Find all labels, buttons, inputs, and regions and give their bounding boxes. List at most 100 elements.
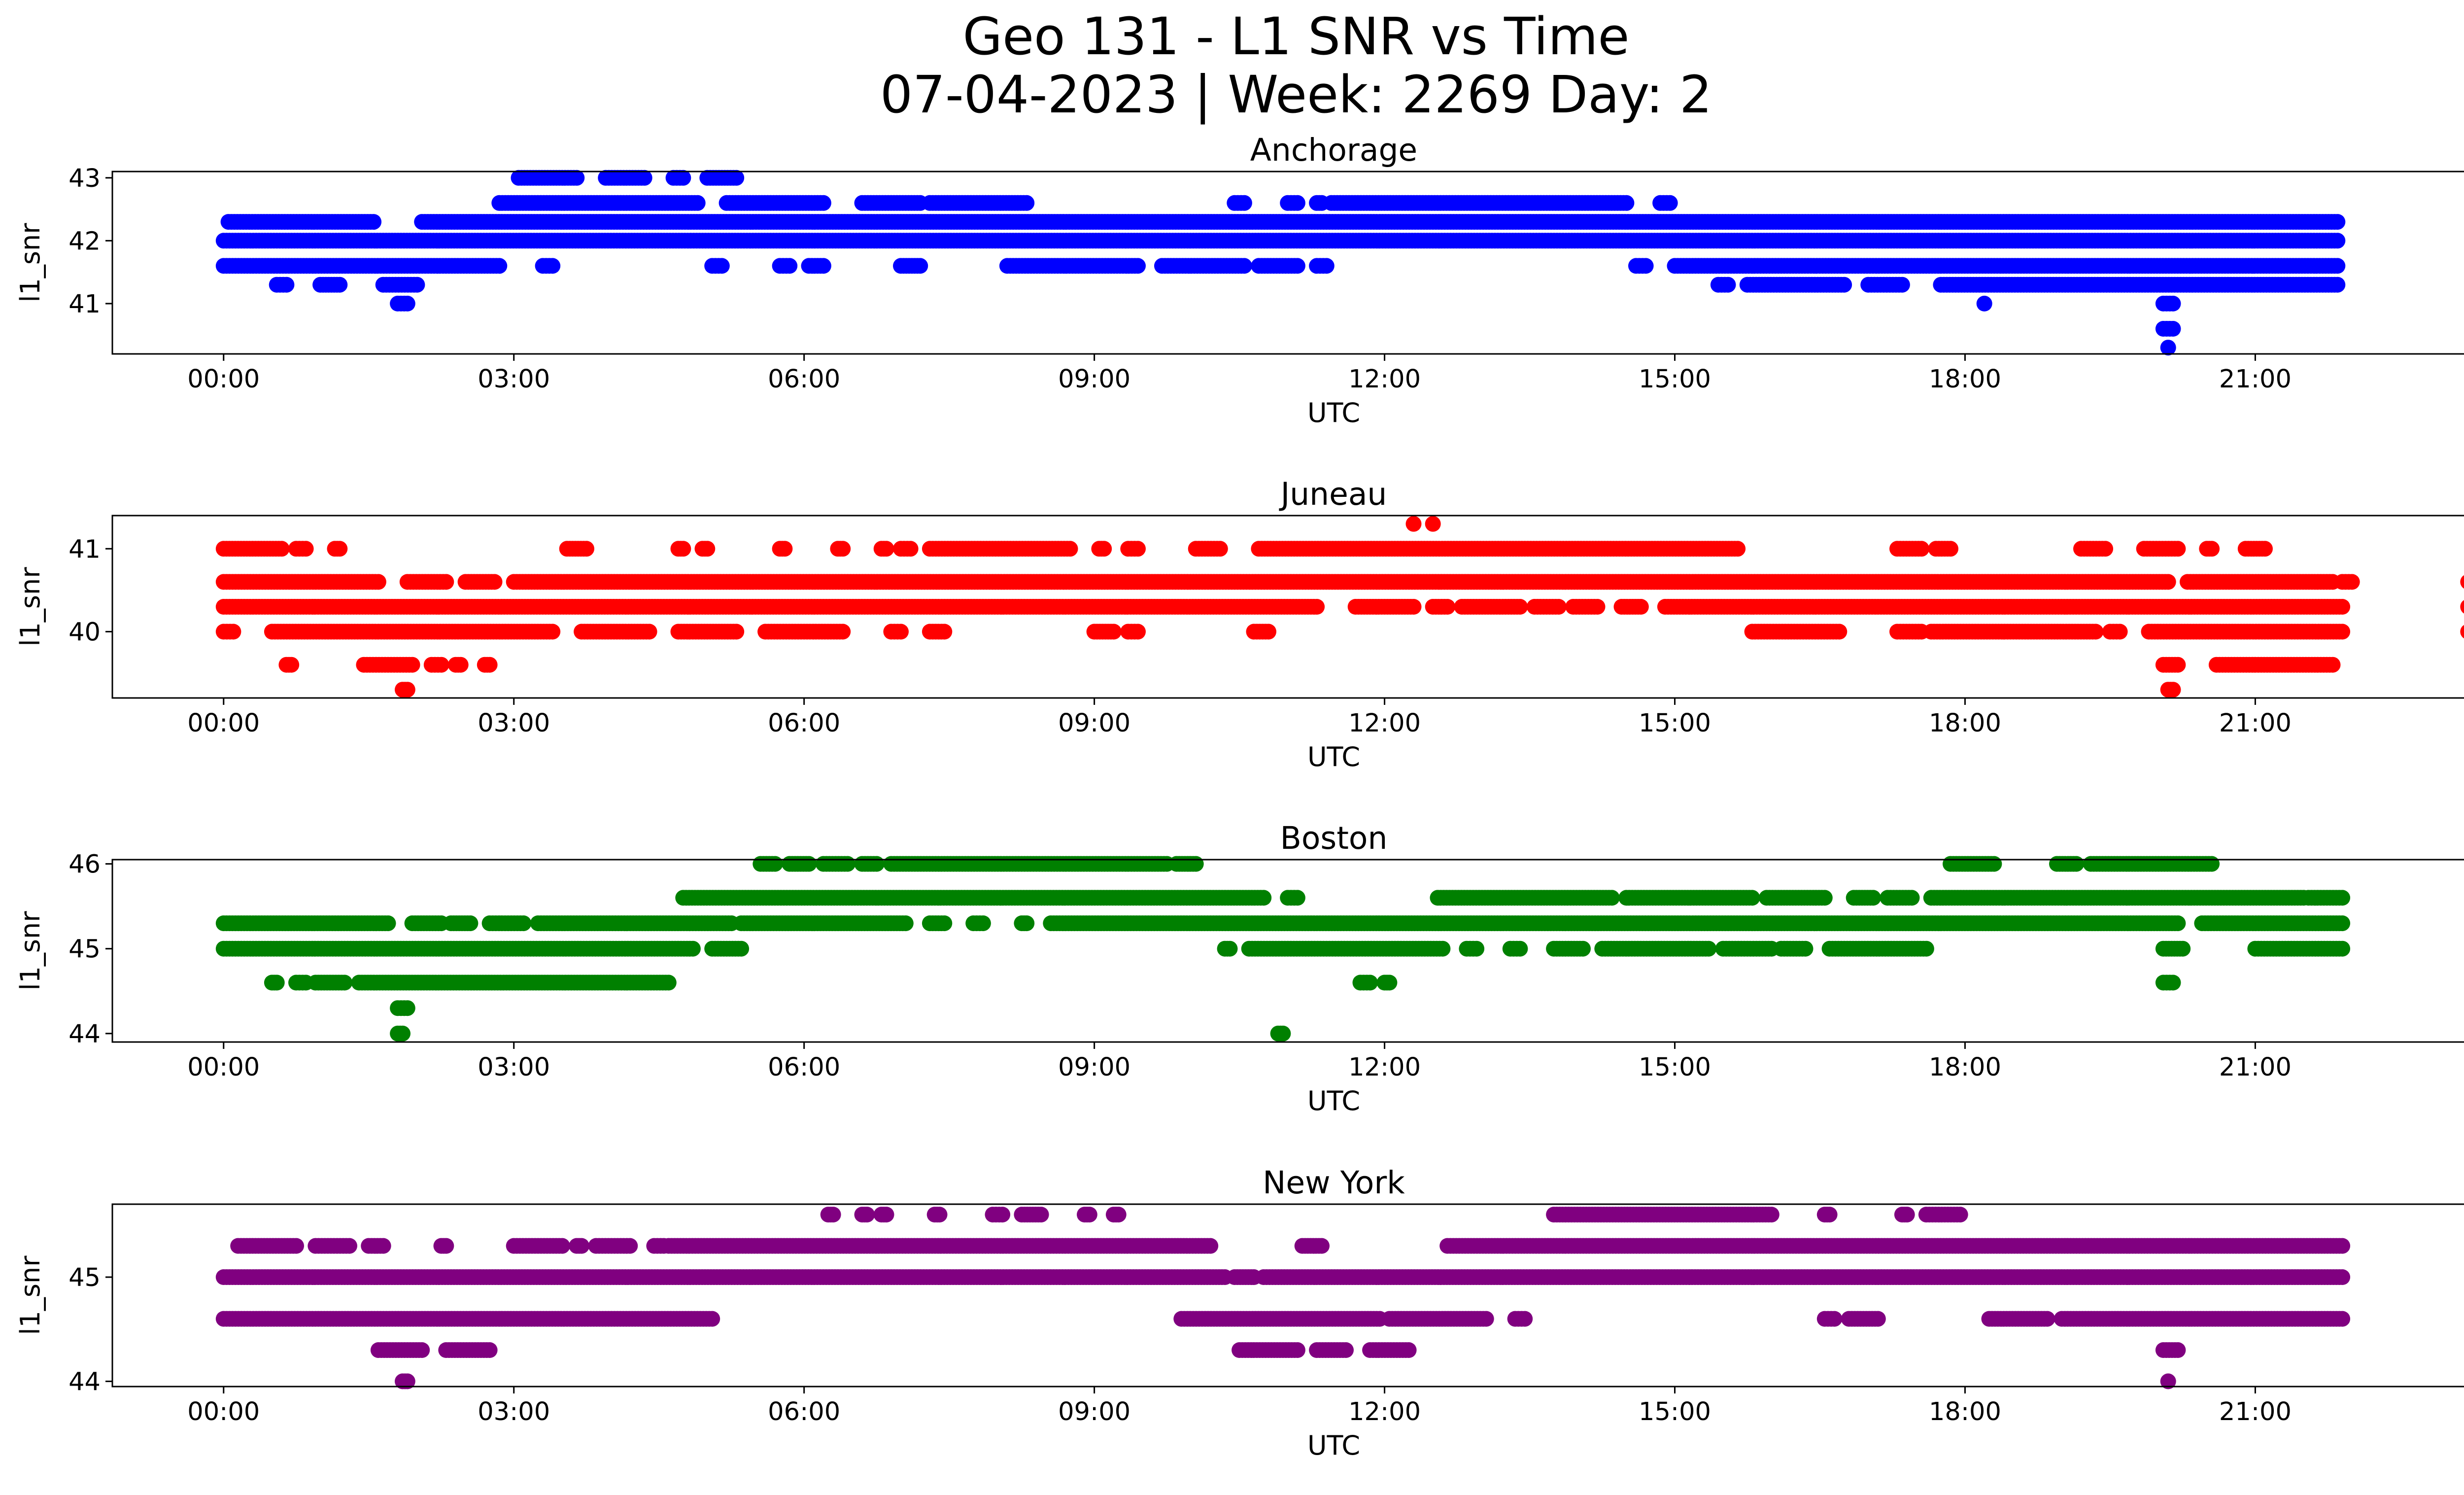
x-tick-label: 18:00 [1929, 709, 2001, 738]
x-tick-label: 06:00 [768, 365, 840, 394]
data-point [1425, 516, 1441, 532]
x-axis-label: UTC [1307, 741, 1360, 772]
data-point [405, 657, 420, 673]
data-point [332, 277, 347, 293]
data-point [728, 170, 744, 186]
subplot-title: Boston [1280, 820, 1388, 856]
data-point [1633, 599, 1649, 615]
data-point [2160, 340, 2176, 355]
data-point [2112, 624, 2128, 640]
x-tick-label: 21:00 [2219, 365, 2292, 394]
data-point [225, 624, 241, 640]
x-tick-label: 15:00 [1639, 365, 1711, 394]
data-point [400, 682, 415, 697]
x-tick-label: 21:00 [2219, 709, 2292, 738]
data-point [545, 258, 560, 274]
data-point [2204, 541, 2220, 556]
data-point [714, 258, 730, 274]
data-point [685, 941, 701, 957]
data-point [1019, 195, 1034, 211]
data-point [642, 624, 657, 640]
data-point [371, 574, 386, 590]
data-point [1662, 195, 1678, 211]
x-tick-label: 00:00 [187, 709, 260, 738]
data-point [1406, 516, 1422, 532]
data-point [1730, 541, 1745, 556]
data-point [936, 624, 952, 640]
data-point [1977, 296, 1992, 312]
data-point [1062, 541, 1078, 556]
data-point [835, 541, 851, 556]
data-point [699, 541, 715, 556]
data-point [835, 624, 851, 640]
data-point [903, 541, 919, 556]
data-point [2165, 296, 2181, 312]
data-point [487, 574, 503, 590]
data-point [777, 541, 792, 556]
y-tick-label: 41 [68, 290, 101, 319]
data-point [1309, 599, 1325, 615]
y-axis-label: l1_snr [15, 223, 46, 303]
data-point [2325, 657, 2341, 673]
data-point [1618, 195, 1634, 211]
data-point [491, 258, 507, 274]
data-point [482, 657, 498, 673]
data-point [1106, 624, 1122, 640]
data-point [1319, 258, 1335, 274]
data-point [1290, 258, 1305, 274]
data-point [1590, 599, 1606, 615]
data-point [1212, 541, 1228, 556]
data-point [409, 277, 425, 293]
x-tick-label: 03:00 [478, 365, 550, 394]
data-point [1236, 195, 1252, 211]
data-point [400, 296, 415, 312]
data-point [579, 541, 594, 556]
x-tick-label: 09:00 [1058, 709, 1130, 738]
data-point [1222, 941, 1238, 957]
data-point [332, 541, 347, 556]
data-point [893, 624, 909, 640]
data-point [1130, 541, 1146, 556]
data-point [675, 541, 691, 556]
data-point [1130, 258, 1146, 274]
figure: Geo 131 - L1 SNR vs Time 07-04-2023 | We… [0, 0, 2464, 1495]
subplot-title: Juneau [1279, 476, 1387, 512]
x-tick-label: 03:00 [478, 709, 550, 738]
data-point [1130, 624, 1146, 640]
data-point [816, 195, 831, 211]
data-point [2329, 258, 2345, 274]
data-point [2160, 574, 2176, 590]
figure-title-line2: 07-04-2023 | Week: 2269 Day: 2 [880, 65, 1712, 125]
x-axis-label: UTC [1307, 397, 1360, 428]
x-tick-label: 00:00 [187, 365, 260, 394]
figure-title-line1: Geo 131 - L1 SNR vs Time [962, 6, 1629, 67]
data-point [2257, 541, 2273, 556]
data-point [2097, 541, 2113, 556]
data-point [637, 170, 652, 186]
data-point [1406, 599, 1422, 615]
data-point [1261, 624, 1276, 640]
data-point [1638, 258, 1654, 274]
y-tick-label: 42 [68, 227, 101, 256]
data-point [2170, 541, 2186, 556]
y-tick-label: 43 [68, 164, 101, 193]
data-point [2329, 214, 2345, 230]
data-point [2170, 657, 2186, 673]
x-tick-label: 09:00 [1058, 365, 1130, 394]
data-point [1831, 624, 1847, 640]
data-point [298, 541, 314, 556]
data-point [1512, 599, 1528, 615]
data-point [1914, 541, 1929, 556]
data-point [434, 657, 449, 673]
data-point [1720, 277, 1736, 293]
data-point [1439, 599, 1455, 615]
x-tick-label: 18:00 [1929, 365, 2001, 394]
data-point [879, 541, 894, 556]
data-point [545, 624, 560, 640]
data-point [1096, 541, 1112, 556]
data-point [816, 258, 831, 274]
data-point [2165, 682, 2181, 697]
data-point [690, 195, 706, 211]
data-point [1551, 599, 1567, 615]
x-tick-label: 15:00 [1639, 709, 1711, 738]
